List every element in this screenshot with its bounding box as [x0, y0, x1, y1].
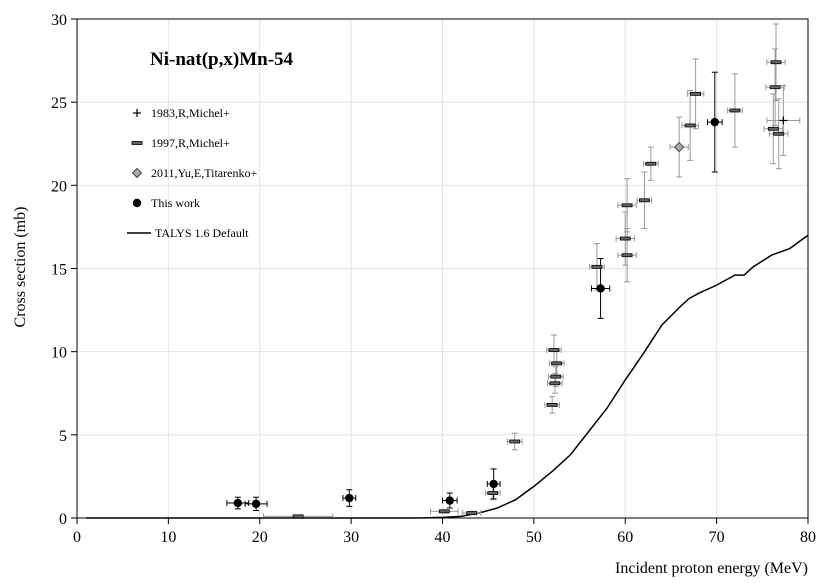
data-point-dash: [621, 253, 633, 258]
y-tick-label: 20: [51, 178, 67, 195]
talys-curve: [86, 234, 809, 519]
data-point-dash: [619, 236, 631, 241]
y-tick-label: 25: [51, 95, 67, 112]
data-point-circle: [596, 284, 605, 293]
x-tick-label: 20: [252, 529, 268, 546]
data-point-dash: [684, 123, 696, 128]
legend-swatch-dash: [131, 141, 143, 145]
data-point-dash: [551, 361, 563, 366]
data-point-circle: [233, 498, 243, 508]
error-bars-layer: [226, 23, 801, 520]
legend-swatch-circle: [132, 198, 142, 208]
legend-label: TALYS 1.6 Default: [155, 226, 249, 240]
data-point-dash: [770, 60, 782, 65]
x-tick-label: 40: [435, 529, 451, 546]
data-point-dash: [621, 203, 633, 208]
x-tick-label: 50: [526, 529, 542, 546]
data-point-dash: [292, 514, 304, 519]
data-point-dash: [645, 161, 657, 166]
y-tick-label: 5: [59, 428, 67, 445]
tick-labels-layer: 0 10 20 30 40 50 60 70 80 0 5 10 15 20 25 30: [51, 12, 816, 546]
x-axis-title: Incident proton energy (MeV): [615, 560, 808, 577]
data-point-dash: [548, 348, 560, 352]
data-point-dash: [729, 108, 741, 113]
data-point-circle: [710, 117, 719, 127]
x-tick-label: 30: [343, 529, 359, 546]
data-point-dash: [767, 126, 779, 131]
data-point-dash: [773, 131, 785, 136]
data-point-dash: [769, 85, 781, 90]
data-point-dash: [487, 491, 499, 495]
data-point-dash: [591, 264, 603, 269]
data-point-dash: [466, 511, 478, 515]
markers-layer: [233, 60, 788, 519]
ticks-layer: [71, 18, 809, 524]
x-tick-label: 0: [73, 529, 81, 546]
x-tick-label: 60: [617, 529, 633, 546]
y-axis-title: Cross section (mb): [12, 207, 29, 328]
legend-label: This work: [151, 196, 200, 210]
x-tick-label: 80: [800, 529, 816, 546]
talys-curve-layer: [86, 234, 809, 519]
legend-swatch-plus: [133, 109, 141, 117]
data-point-circle: [489, 479, 498, 489]
legend: 1983,R,Michel+ 1997,R,Michel+ 2011,Yu,E,Ti…: [127, 106, 257, 240]
data-point-circle: [251, 499, 261, 509]
data-point-dash: [546, 402, 558, 407]
data-point-circle: [445, 496, 455, 505]
y-tick-label: 10: [51, 345, 67, 362]
data-point-circle: [345, 493, 354, 503]
chart-title: Ni-nat(p,x)Mn-54: [150, 49, 294, 70]
y-tick-label: 15: [51, 262, 67, 279]
legend-label: 2011,Yu,E,Titarenko+: [151, 166, 257, 180]
legend-label: 1997,R,Michel+: [151, 136, 230, 150]
x-tick-label: 70: [709, 529, 725, 546]
data-point-plus: [779, 116, 788, 125]
data-point-dash: [438, 509, 450, 514]
data-point-dash: [509, 439, 521, 444]
grid: [77, 19, 808, 518]
y-tick-label: 30: [51, 12, 67, 29]
legend-swatch-diamond: [131, 167, 143, 179]
data-point-diamond: [673, 141, 685, 153]
x-tick-label: 10: [160, 529, 176, 546]
y-tick-label: 0: [59, 511, 67, 528]
data-point-dash: [549, 381, 561, 386]
data-point-dash: [690, 91, 702, 96]
data-point-dash: [550, 374, 562, 379]
legend-label: 1983,R,Michel+: [151, 106, 230, 120]
data-point-dash: [639, 198, 650, 203]
